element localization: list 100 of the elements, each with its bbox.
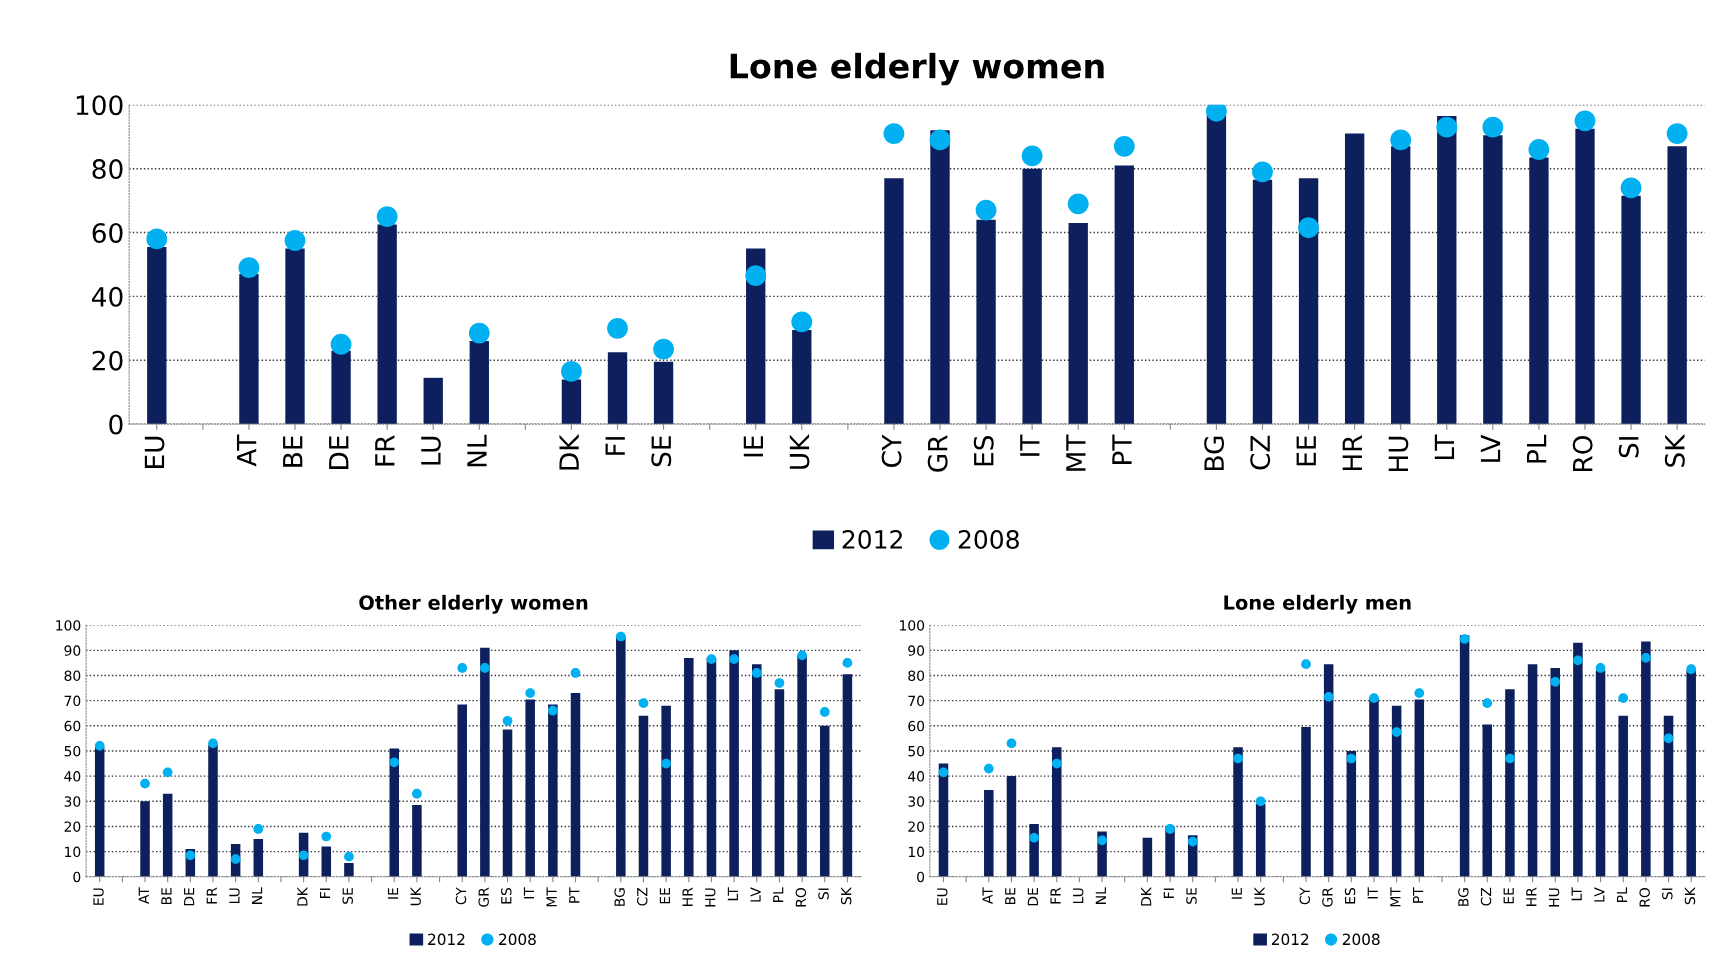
point	[502, 715, 513, 726]
x-tick-label: CZ	[1250, 435, 1271, 470]
x-tick-label: BG	[1204, 436, 1225, 470]
point	[185, 850, 196, 861]
bar	[1022, 168, 1042, 425]
y-tick-label: 70	[908, 695, 925, 707]
bar	[253, 839, 264, 877]
bar	[457, 704, 467, 877]
point	[661, 758, 671, 769]
x-tick-label: DK	[297, 886, 308, 906]
bar	[792, 329, 812, 425]
point	[1663, 733, 1674, 744]
point	[1021, 145, 1043, 167]
point	[1233, 753, 1243, 764]
x-tick-label: SI	[818, 888, 829, 900]
point	[561, 360, 582, 382]
bar	[1686, 670, 1696, 877]
bar	[1252, 179, 1273, 425]
point	[1252, 161, 1273, 183]
x-tick-label: GR	[1322, 887, 1333, 907]
x-tick-label: FI	[605, 437, 625, 455]
y-tick-label: 10	[65, 846, 81, 858]
point	[570, 668, 581, 678]
point	[321, 831, 332, 842]
point	[1414, 688, 1425, 698]
y-tick-label: 20	[64, 821, 81, 832]
x-tick-label: HU	[1388, 436, 1409, 472]
bar	[1621, 195, 1641, 425]
x-tick-label: EU	[93, 888, 104, 905]
point	[615, 631, 626, 642]
bar	[94, 747, 105, 877]
y-tick-label: 70	[64, 695, 81, 707]
point	[1550, 676, 1561, 687]
bar	[1550, 667, 1560, 877]
x-tick-label: SE	[1186, 888, 1197, 904]
bar	[469, 341, 489, 425]
bar	[1142, 837, 1153, 877]
bar	[884, 178, 904, 425]
bar	[285, 248, 305, 425]
y-tick-label: 60	[64, 720, 81, 732]
x-tick-label: AT	[982, 887, 993, 904]
x-tick-label: PL	[1526, 434, 1547, 463]
x-tick-label: LV	[1594, 887, 1605, 902]
point	[1459, 634, 1470, 644]
bar	[607, 352, 628, 425]
y-tick-label: 10	[908, 846, 925, 858]
bar	[1667, 146, 1687, 425]
point	[1165, 824, 1175, 834]
point	[1298, 217, 1319, 239]
bar	[423, 377, 443, 425]
point	[1346, 753, 1357, 764]
bar	[638, 715, 649, 877]
point	[975, 199, 997, 221]
bar	[331, 350, 351, 425]
x-tick-label: RO	[1639, 887, 1650, 907]
x-tick-label: MT	[1066, 434, 1086, 471]
y-tick-label: 40	[92, 286, 123, 307]
point	[791, 311, 813, 333]
y-tick-label: 90	[64, 645, 81, 656]
bar	[1595, 670, 1606, 877]
bar	[729, 650, 739, 877]
bar	[819, 725, 830, 877]
bar	[1114, 165, 1134, 425]
bar	[1437, 116, 1457, 425]
point	[230, 854, 241, 865]
y-tick-label: 40	[908, 771, 925, 782]
bar	[938, 763, 949, 877]
point	[706, 654, 717, 664]
bar	[1575, 128, 1595, 425]
x-tick-label: LU	[1073, 888, 1084, 904]
x-tick-label: NL	[467, 434, 487, 467]
point	[547, 705, 558, 716]
x-tick-label: IT	[523, 887, 535, 899]
bar	[208, 744, 218, 877]
x-tick-label: PL	[1616, 887, 1628, 902]
point	[1436, 116, 1458, 138]
point	[1666, 123, 1688, 144]
x-tick-label: FI	[319, 888, 331, 898]
x-tick-label: DE	[329, 436, 349, 469]
point	[1067, 193, 1089, 215]
y-tick-label: 0	[917, 871, 925, 883]
bar	[344, 862, 354, 877]
point	[1574, 110, 1596, 132]
legend-label: 2008	[1342, 933, 1380, 946]
bar	[480, 647, 490, 877]
legend-label: 2008	[958, 530, 1019, 549]
x-tick-label: CY	[881, 434, 902, 468]
x-tick-label: PT	[1413, 887, 1424, 903]
x-tick-label: AT	[138, 887, 149, 904]
point	[238, 257, 260, 279]
point	[94, 741, 105, 751]
x-tick-label: GR	[478, 887, 489, 907]
y-tick-label: 100	[900, 620, 925, 631]
bar	[1391, 705, 1402, 877]
bar	[377, 224, 397, 425]
x-tick-label: LV	[750, 887, 761, 902]
bar	[984, 789, 994, 877]
point	[1029, 832, 1039, 843]
bar	[1391, 146, 1411, 425]
y-tick-label: 40	[64, 771, 81, 782]
